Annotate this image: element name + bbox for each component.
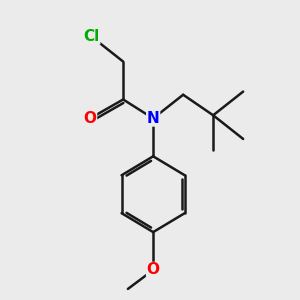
Text: O: O (147, 262, 160, 278)
Text: Cl: Cl (83, 29, 100, 44)
Text: O: O (83, 111, 97, 126)
Text: N: N (147, 111, 160, 126)
